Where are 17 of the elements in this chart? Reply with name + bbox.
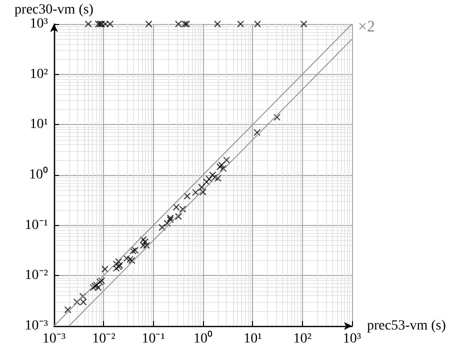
y-tick-label: 10⁻¹ [24,218,48,233]
y-tick-label: 10⁻² [24,268,48,284]
x-tick-label: 10² [293,332,312,346]
annotation: ×2 [358,18,376,36]
x-axis-title: prec53-vm (s) [367,318,446,334]
y-tick-label: 10¹ [30,117,48,132]
x-tick-label: 10⁻³ [42,332,66,346]
y-tick-label: 10³ [30,16,48,32]
y-tick-label: 10⁻³ [24,318,48,334]
y-tick-label: 10⁰ [29,166,48,182]
x-tick-label: 10³ [342,332,362,346]
x-tick-label: 10⁻¹ [142,332,165,346]
x-tick-label: 10⁰ [194,330,212,346]
y-axis-title: prec30-vm (s) [14,2,94,18]
y-tick-label: 10² [30,66,48,82]
x-tick-label: 10⁻² [92,332,116,346]
x-tick-label: 10¹ [244,332,262,346]
